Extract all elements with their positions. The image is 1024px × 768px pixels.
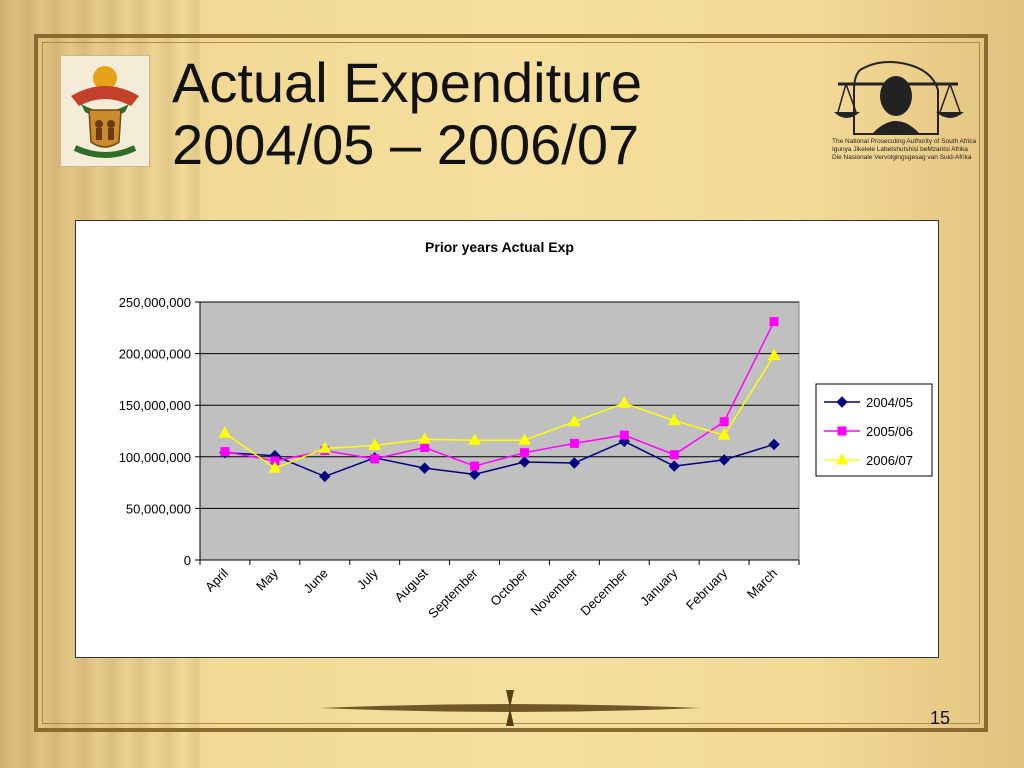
data-point-2005-06 — [220, 447, 230, 457]
legend-marker — [835, 452, 849, 465]
x-tick-label: June — [300, 566, 331, 597]
x-tick-label: April — [202, 565, 231, 594]
data-point-2006-07 — [518, 433, 531, 445]
data-point-2006-07 — [717, 428, 731, 440]
x-tick-label: January — [637, 565, 681, 609]
data-point-2004-05 — [468, 468, 481, 481]
decorative-ornament-icon — [320, 690, 700, 726]
data-point-2006-07 — [667, 413, 681, 426]
data-point-2006-07 — [268, 461, 282, 473]
data-point-2006-07 — [318, 441, 332, 454]
data-point-2005-06 — [470, 461, 480, 471]
line-chart: Prior years Actual Exp 0 50,000,000 100,000… — [119, 239, 933, 621]
chart-container: Prior years Actual Exp 0 50,000,000 100,000… — [75, 220, 939, 658]
page-number: 15 — [930, 708, 951, 728]
slide-title-line-1: Actual Expenditure — [172, 51, 643, 114]
legend-label: 2006/07 — [866, 453, 913, 468]
data-point-2004-05 — [668, 460, 680, 472]
data-point-2005-06 — [669, 450, 679, 460]
y-tick-label: 50,000,000 — [126, 501, 191, 516]
data-point-2006-07 — [617, 396, 631, 408]
slide-frame — [34, 34, 988, 732]
data-point-2005-06 — [370, 454, 380, 464]
data-point-2005-06 — [420, 443, 430, 453]
data-point-2006-07 — [368, 438, 382, 450]
data-point-2005-06 — [619, 430, 629, 440]
legend-label: 2005/06 — [866, 424, 913, 439]
npa-text-line: Igunya Jikelele Labetshutshisi beMzantsi… — [832, 146, 968, 153]
y-tick-label: 100,000,000 — [119, 450, 191, 465]
data-point-2004-05 — [418, 462, 431, 474]
slide-title: Actual Expenditure 2004/05 – 2006/07 — [172, 52, 732, 176]
data-point-2005-06 — [569, 438, 579, 448]
coat-of-arms-icon — [71, 66, 139, 158]
npa-text-line: Die Nasionale Vervolgingsgesag van Suid-… — [832, 154, 972, 161]
chart-title: Prior years Actual Exp — [425, 239, 574, 255]
x-tick-label: December — [577, 565, 630, 618]
series-line-2004-05 — [224, 440, 775, 478]
data-point-2006-07 — [218, 426, 232, 438]
y-tick-label: 0 — [184, 553, 191, 568]
y-tick-label: 250,000,000 — [119, 295, 191, 310]
x-tick-label: August — [392, 565, 431, 604]
coat-of-arms-logo — [60, 55, 150, 167]
x-tick-label: September — [425, 565, 481, 621]
x-tick-label: May — [253, 565, 281, 593]
series-line-2006-07 — [224, 355, 775, 469]
x-tick-label: July — [354, 565, 381, 592]
npa-text-line: The National Prosecuting Authority of So… — [832, 138, 977, 145]
data-point-2004-05 — [319, 470, 331, 483]
data-point-2005-06 — [769, 317, 779, 327]
data-point-2006-07 — [468, 433, 481, 445]
x-tick-label: March — [744, 566, 780, 602]
slide-title-line-2: 2004/05 – 2006/07 — [172, 113, 640, 176]
data-point-2004-05 — [568, 457, 581, 469]
x-tick-label: November — [527, 565, 580, 618]
data-point-2005-06 — [519, 448, 529, 458]
data-point-2006-07 — [568, 414, 581, 427]
data-point-2004-05 — [718, 454, 730, 466]
data-point-2004-05 — [518, 456, 531, 468]
data-point-2004-05 — [768, 438, 780, 451]
y-tick-label: 200,000,000 — [119, 347, 191, 362]
legend-label: 2004/05 — [866, 395, 913, 410]
data-point-2006-07 — [767, 348, 781, 361]
x-tick-label: February — [683, 565, 731, 613]
data-point-2006-07 — [418, 432, 431, 444]
legend-marker — [837, 426, 847, 436]
y-tick-label: 150,000,000 — [119, 398, 191, 413]
legend-marker — [836, 396, 848, 408]
x-tick-label: October — [487, 565, 531, 609]
scales-of-justice-icon — [834, 61, 964, 135]
data-point-2005-06 — [719, 417, 729, 427]
npa-logo-text: The National Prosecuting Authority of So… — [832, 138, 977, 162]
